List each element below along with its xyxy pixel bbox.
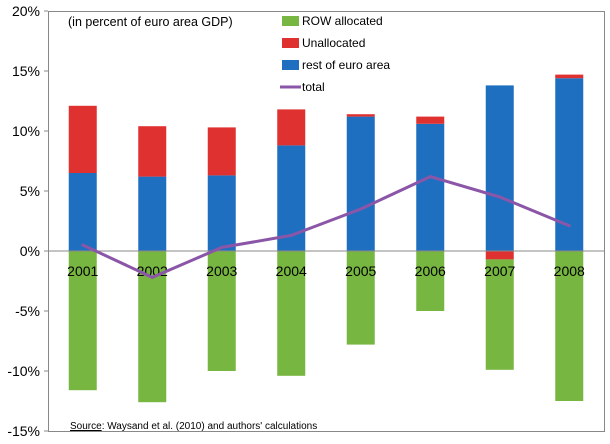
bar-unallocated [416,116,445,124]
bar-row-allocated [416,251,445,311]
bar-rest-of-euro-area [346,116,375,251]
point-total [359,207,363,211]
source-label: Source [70,421,102,432]
y-tick-label: -5% [15,303,40,319]
bar-row-allocated [555,251,584,401]
bar-unallocated [68,105,97,173]
point-total [567,224,571,228]
bar-unallocated [555,74,584,79]
y-axis: -15% -10% -5% 0% 5% 10% 15% 20% [7,3,48,439]
point-total [150,275,154,279]
bar-row-allocated [277,251,306,376]
bar-unallocated [485,251,514,260]
y-tick-label: 0% [20,243,40,259]
bar-row-allocated [485,259,514,370]
y-tick-label: -10% [7,363,40,379]
bar-unallocated [277,109,306,146]
legend-label: Unallocated [302,36,365,50]
legend: ROW allocated Unallocated rest of euro are… [280,14,390,94]
category-label: 2004 [276,263,307,279]
total-line [81,175,571,279]
point-total [220,245,224,249]
category-label: 2003 [206,263,237,279]
legend-label: rest of euro area [302,58,390,72]
y-tick-label: 5% [20,183,40,199]
bar-rest-of-euro-area [68,173,97,251]
point-total [81,243,85,247]
category-label: 2007 [484,263,515,279]
category-labels: 2001 2002 2003 2004 2005 2006 2007 2008 [67,263,585,279]
point-total [289,233,293,237]
bar-unallocated [207,127,236,176]
bar-unallocated [138,126,167,177]
bar-rest-of-euro-area [485,85,514,252]
source-text: : Waysand et al. (2010) and authors' cal… [102,421,318,432]
source-note: Source: Waysand et al. (2010) and author… [70,421,317,432]
legend-label: ROW allocated [302,14,383,28]
y-tick-label: 15% [12,63,40,79]
bar-rest-of-euro-area [138,176,167,251]
point-total [498,195,502,199]
y-tick-label: -15% [7,423,40,439]
bar-row-allocated [68,251,97,391]
legend-swatch-unallocated [282,38,299,48]
bars [68,74,584,403]
bar-rest-of-euro-area [416,123,445,251]
point-total [428,175,432,179]
category-label: 2005 [345,263,376,279]
bar-unallocated [346,114,375,117]
bar-row-allocated [346,251,375,345]
y-tick-label: 20% [12,3,40,19]
bar-row-allocated [207,251,236,371]
line-total [82,175,570,279]
bar-rest-of-euro-area [207,175,236,251]
legend-swatch-rest-of-euro-area [282,60,299,70]
legend-swatch-row-allocated [282,16,299,26]
category-label: 2006 [415,263,446,279]
legend-label: total [302,80,325,94]
category-label: 2001 [67,263,98,279]
y-tick-label: 10% [12,123,40,139]
chart-subtitle: (in percent of euro area GDP) [68,15,233,29]
category-label: 2008 [554,263,585,279]
